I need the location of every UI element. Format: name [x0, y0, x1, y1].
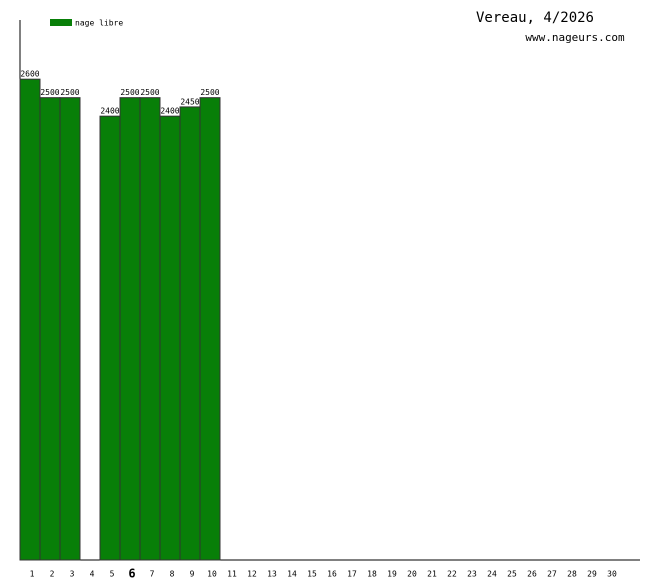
legend-label: nage libre — [75, 19, 123, 28]
x-tick-label: 14 — [287, 570, 297, 579]
x-tick-label: 9 — [190, 570, 195, 579]
x-tick-label: 16 — [327, 570, 337, 579]
bar — [99, 115, 121, 561]
bar — [159, 115, 181, 561]
x-tick-label: 6 — [128, 567, 135, 580]
x-tick-label: 26 — [527, 570, 537, 579]
x-tick-label: 4 — [90, 570, 95, 579]
x-tick-label: 11 — [227, 570, 237, 579]
x-tick-label: 17 — [347, 570, 357, 579]
x-tick-label: 8 — [170, 570, 175, 579]
x-tick-label: 13 — [267, 570, 277, 579]
bar — [59, 97, 81, 561]
bar — [199, 97, 221, 561]
x-tick-label: 23 — [467, 570, 477, 579]
x-tick-label: 28 — [567, 570, 577, 579]
x-tick-label: 21 — [427, 570, 437, 579]
legend-swatch — [50, 19, 72, 26]
bar — [139, 97, 161, 561]
value-label: 2500 — [120, 88, 139, 97]
x-tick-label: 3 — [70, 570, 75, 579]
x-tick-label: 10 — [207, 570, 217, 579]
value-label: 2600 — [20, 70, 39, 79]
x-tick-label: 1 — [30, 570, 35, 579]
bar — [19, 78, 41, 561]
x-tick-label: 20 — [407, 570, 417, 579]
x-tick-label: 5 — [110, 570, 115, 579]
x-tick-label: 27 — [547, 570, 557, 579]
x-tick-label: 7 — [150, 570, 155, 579]
value-label: 2400 — [160, 107, 179, 116]
bar — [119, 97, 141, 561]
x-tick-label: 15 — [307, 570, 317, 579]
x-tick-label: 2 — [50, 570, 55, 579]
value-label: 2400 — [100, 107, 119, 116]
value-label: 2500 — [40, 88, 59, 97]
bar — [39, 97, 61, 561]
x-tick-label: 29 — [587, 570, 597, 579]
x-tick-label: 22 — [447, 570, 457, 579]
chart-subtitle: www.nageurs.com — [525, 31, 625, 44]
bar — [179, 106, 201, 561]
chart-title: Vereau, 4/2026 — [476, 10, 594, 26]
x-tick-label: 24 — [487, 570, 497, 579]
value-label: 2500 — [200, 88, 219, 97]
value-label: 2450 — [180, 97, 199, 106]
x-tick-label: 12 — [247, 570, 257, 579]
value-label: 2500 — [140, 88, 159, 97]
value-label: 2500 — [60, 88, 79, 97]
x-tick-label: 18 — [367, 570, 377, 579]
x-tick-label: 19 — [387, 570, 397, 579]
x-tick-label: 25 — [507, 570, 517, 579]
x-tick-label: 30 — [607, 570, 617, 579]
